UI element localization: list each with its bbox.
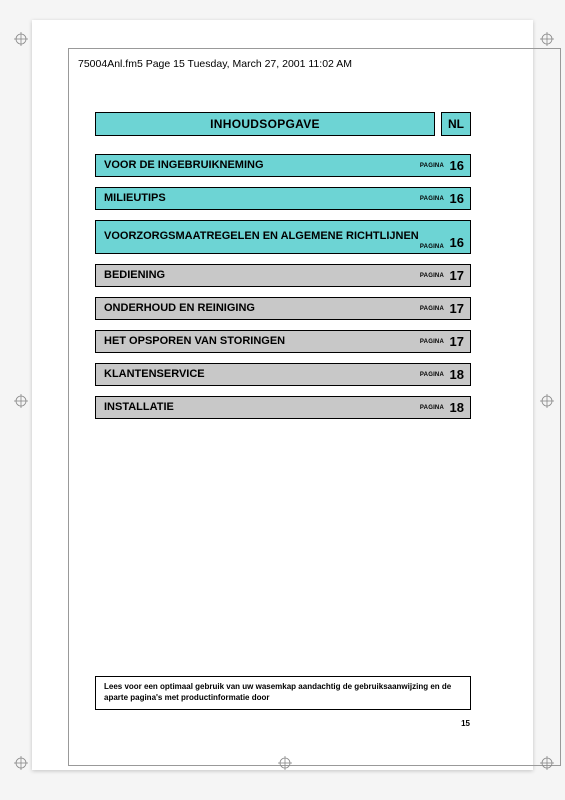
toc-row-page: 16	[448, 191, 464, 206]
toc-title: INHOUDSOPGAVE	[95, 112, 435, 136]
page-label: PAGINA	[420, 339, 444, 345]
header-metadata: 75004Anl.fm5 Page 15 Tuesday, March 27, …	[78, 58, 352, 70]
toc-row-page: 17	[448, 301, 464, 316]
registration-mark-icon	[14, 394, 28, 408]
toc-row: ONDERHOUD EN REINIGINGPAGINA 17	[95, 297, 471, 320]
registration-mark-icon	[14, 32, 28, 46]
page-label: PAGINA	[420, 163, 444, 169]
title-row: INHOUDSOPGAVE NL	[95, 112, 471, 136]
toc-row: VOOR DE INGEBRUIKNEMINGPAGINA 16	[95, 154, 471, 177]
content-area: INHOUDSOPGAVE NL VOOR DE INGEBRUIKNEMING…	[95, 112, 471, 419]
toc-row-page: 17	[448, 268, 464, 283]
toc-row-title: HET OPSPOREN VAN STORINGEN	[104, 335, 420, 348]
registration-mark-icon	[540, 394, 554, 408]
page-label: PAGINA	[420, 196, 444, 202]
registration-mark-icon	[540, 32, 554, 46]
toc-row-title: KLANTENSERVICE	[104, 368, 420, 381]
page-label: PAGINA	[420, 244, 444, 250]
toc-row-title: INSTALLATIE	[104, 401, 420, 414]
toc-row-title: VOOR DE INGEBRUIKNEMING	[104, 159, 420, 172]
toc-row-page: 16	[448, 158, 464, 173]
toc-row: KLANTENSERVICEPAGINA 18	[95, 363, 471, 386]
page-label: PAGINA	[420, 273, 444, 279]
toc-row-title: BEDIENING	[104, 269, 420, 282]
page-label: PAGINA	[420, 306, 444, 312]
footer-note-text: Lees voor een optimaal gebruik van uw wa…	[104, 682, 462, 704]
toc-row-title: MILIEUTIPS	[104, 192, 420, 205]
toc-row: VOORZORGSMAATREGELEN EN ALGEMENE RICHTLI…	[95, 220, 471, 254]
registration-mark-icon	[540, 756, 554, 770]
toc-row-page: 16	[448, 235, 464, 250]
page-number: 15	[461, 719, 470, 728]
toc-row: BEDIENINGPAGINA 17	[95, 264, 471, 287]
page-label: PAGINA	[420, 372, 444, 378]
registration-mark-icon	[14, 756, 28, 770]
document-page: 75004Anl.fm5 Page 15 Tuesday, March 27, …	[32, 20, 533, 770]
toc-row-page: 18	[448, 367, 464, 382]
toc-row: INSTALLATIEPAGINA 18	[95, 396, 471, 419]
toc-row-page: 18	[448, 400, 464, 415]
toc-row: HET OPSPOREN VAN STORINGENPAGINA 17	[95, 330, 471, 353]
toc-row-title: ONDERHOUD EN REINIGING	[104, 302, 420, 315]
page-label: PAGINA	[420, 405, 444, 411]
toc-row-title: VOORZORGSMAATREGELEN EN ALGEMENE RICHTLI…	[104, 224, 420, 250]
footer-note-box: Lees voor een optimaal gebruik van uw wa…	[95, 676, 471, 710]
language-badge: NL	[441, 112, 471, 136]
toc-row-page: 17	[448, 334, 464, 349]
toc-list: VOOR DE INGEBRUIKNEMINGPAGINA16MILIEUTIP…	[95, 154, 471, 419]
toc-row: MILIEUTIPSPAGINA 16	[95, 187, 471, 210]
registration-mark-icon	[278, 756, 292, 770]
